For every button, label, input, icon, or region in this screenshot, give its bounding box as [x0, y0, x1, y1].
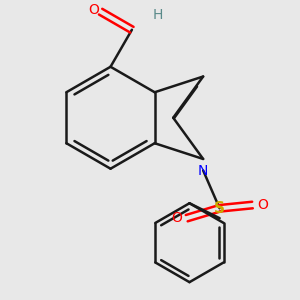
Text: O: O — [257, 198, 268, 212]
Text: S: S — [214, 201, 225, 216]
Text: O: O — [88, 3, 99, 17]
Text: H: H — [152, 8, 163, 22]
Text: N: N — [198, 164, 208, 178]
Text: O: O — [171, 211, 182, 225]
